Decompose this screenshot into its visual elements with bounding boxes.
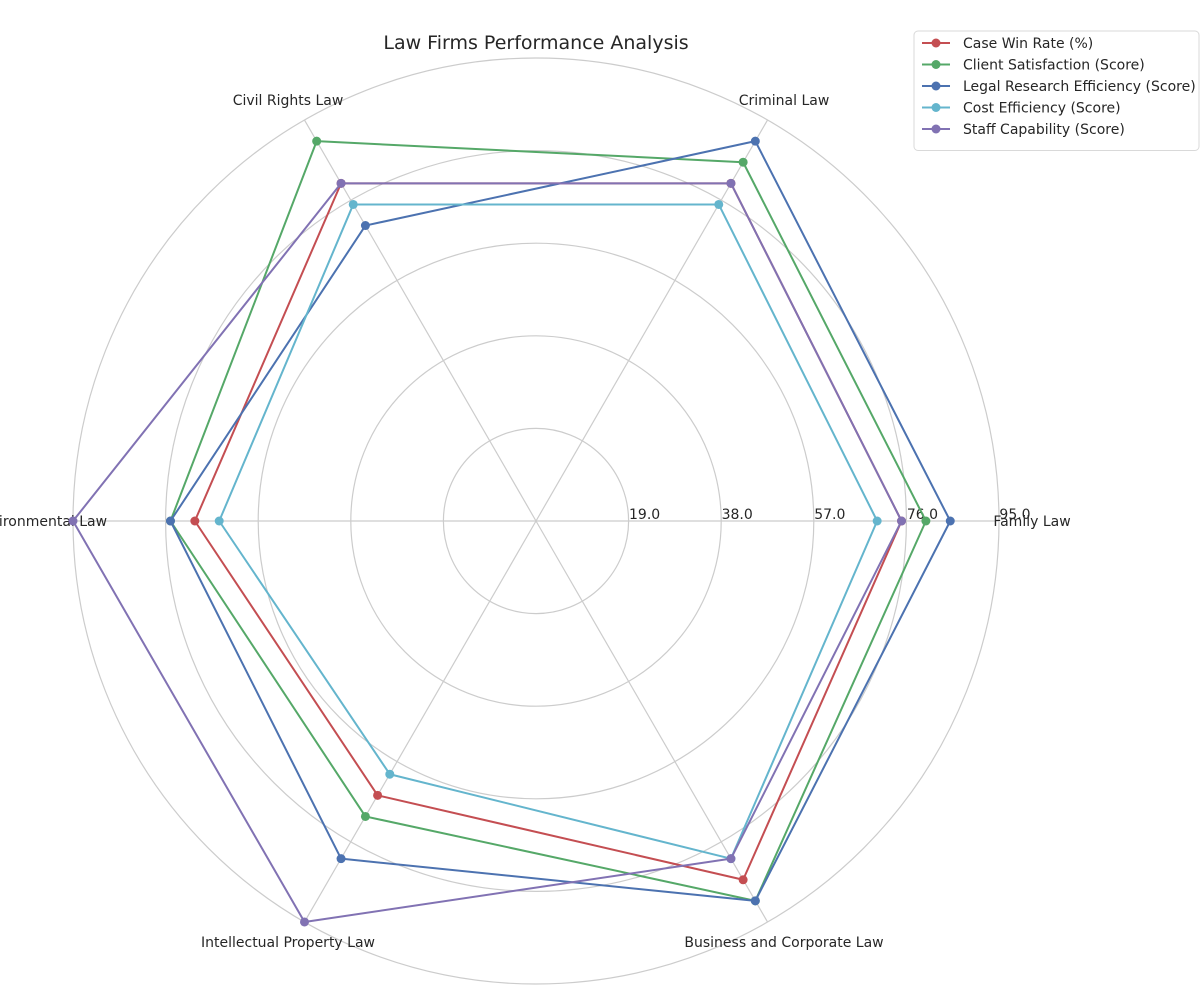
data-point	[726, 178, 736, 188]
series-group	[68, 178, 907, 927]
category-labels: Family Law Criminal Law Civil Rights Law En…	[0, 93, 1071, 951]
data-point	[348, 199, 358, 209]
series-group	[165, 136, 955, 906]
legend-swatch-marker	[931, 81, 941, 91]
series-line	[72, 182, 903, 923]
legend-label: Staff Capability (Score)	[963, 122, 1125, 138]
data-point	[360, 811, 370, 821]
data-point	[714, 199, 724, 209]
data-point	[165, 516, 175, 526]
series-layer	[68, 136, 955, 927]
data-point	[750, 136, 760, 146]
series-group	[190, 178, 907, 885]
category-label: Criminal Law	[739, 93, 830, 109]
data-point	[68, 516, 78, 526]
legend-swatch-marker	[931, 60, 941, 69]
series-line	[193, 182, 903, 881]
data-point	[726, 854, 736, 864]
data-point	[385, 769, 395, 779]
legend-item: Client Satisfaction (Score)	[922, 58, 1145, 74]
data-point	[738, 875, 748, 885]
radial-tick-labels: 19.0 38.0 57.0 76.0 95.0	[629, 507, 1031, 523]
legend-swatch-marker	[931, 103, 941, 112]
category-label: Family Law	[993, 514, 1070, 530]
tick-label: 38.0	[722, 507, 753, 523]
series-line	[218, 203, 879, 860]
category-label: Civil Rights Law	[233, 93, 344, 109]
data-point	[214, 516, 224, 526]
tick-label: 95.0	[999, 507, 1030, 523]
tick-label: 19.0	[629, 507, 660, 523]
legend-label: Legal Research Efficiency (Score)	[963, 79, 1196, 95]
chart-title: Law Firms Performance Analysis	[383, 32, 688, 54]
data-point	[750, 896, 760, 906]
legend-item: Cost Efficiency (Score)	[922, 101, 1121, 117]
data-point	[945, 516, 955, 526]
data-point	[300, 917, 309, 927]
category-label: Intellectual Property Law	[201, 935, 375, 951]
legend-swatch-marker	[931, 38, 941, 48]
legend-item: Legal Research Efficiency (Score)	[922, 79, 1196, 95]
data-point	[312, 136, 322, 146]
legend-label: Client Satisfaction (Score)	[963, 58, 1145, 74]
data-point	[336, 854, 346, 864]
legend-swatch-marker	[931, 124, 941, 134]
data-point	[190, 516, 200, 526]
legend-item: Case Win Rate (%)	[922, 36, 1093, 52]
data-point	[336, 178, 346, 188]
legend-box	[913, 30, 1200, 151]
radar-grid	[72, 57, 1000, 985]
category-label: Environmental Law	[0, 514, 107, 530]
data-point	[872, 516, 882, 526]
data-point	[360, 221, 370, 231]
data-point	[373, 790, 383, 800]
legend: Case Win Rate (%) Client Satisfaction (Sc…	[913, 30, 1200, 151]
data-point	[738, 157, 748, 167]
data-point	[897, 516, 907, 526]
data-point	[921, 516, 931, 526]
category-label: Business and Corporate Law	[684, 935, 883, 951]
series-group	[214, 199, 882, 864]
tick-label: 57.0	[814, 507, 845, 523]
legend-label: Cost Efficiency (Score)	[963, 101, 1121, 117]
legend-item: Staff Capability (Score)	[922, 122, 1125, 138]
legend-label: Case Win Rate (%)	[963, 36, 1093, 52]
